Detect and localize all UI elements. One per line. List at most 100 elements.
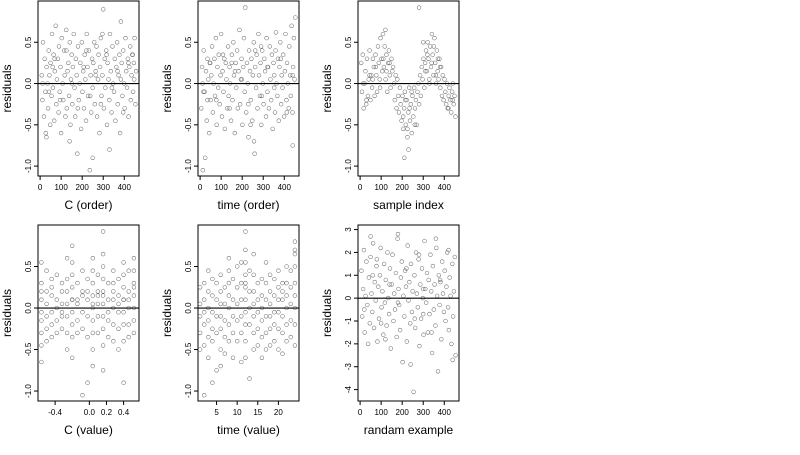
data-point	[436, 273, 441, 278]
data-point	[243, 5, 248, 10]
data-point	[409, 89, 414, 94]
data-point	[435, 69, 440, 74]
data-point	[232, 130, 237, 136]
data-point	[387, 266, 393, 271]
data-point	[100, 314, 106, 319]
data-point	[449, 341, 454, 347]
data-point	[440, 259, 445, 264]
data-point	[92, 40, 97, 45]
data-point	[360, 286, 366, 292]
data-point	[105, 60, 110, 66]
data-point	[432, 282, 437, 287]
data-points	[39, 7, 139, 173]
data-point	[452, 254, 457, 260]
data-point	[363, 69, 368, 74]
data-point	[273, 30, 279, 35]
y-tick-label: 0.0	[24, 302, 33, 314]
x-axis: 0 100 200 300 400	[358, 401, 452, 417]
data-point	[220, 52, 226, 57]
data-point	[402, 89, 408, 94]
data-point	[44, 301, 49, 307]
data-point	[86, 48, 92, 53]
data-point	[95, 301, 101, 307]
data-point	[224, 77, 229, 82]
data-point	[84, 31, 89, 37]
data-point	[276, 326, 281, 331]
data-point	[424, 300, 429, 305]
data-point	[434, 293, 440, 299]
data-point	[116, 301, 121, 307]
data-point	[404, 266, 409, 271]
data-point	[64, 276, 70, 282]
data-point	[416, 5, 422, 10]
data-point	[413, 250, 419, 255]
x-axis-title: C (order)	[64, 198, 112, 212]
data-point	[408, 102, 413, 107]
data-point	[111, 89, 117, 94]
data-point	[218, 73, 223, 78]
data-point	[259, 334, 265, 340]
data-point	[214, 97, 219, 103]
data-point	[365, 93, 371, 99]
data-point	[267, 44, 272, 49]
data-point	[276, 268, 281, 273]
data-point	[384, 69, 389, 74]
data-point	[417, 102, 422, 107]
data-point	[418, 316, 424, 321]
data-point	[251, 251, 256, 257]
data-point	[247, 322, 252, 327]
x-tick-label: 100	[214, 183, 228, 192]
data-point	[75, 330, 80, 336]
data-point	[401, 126, 406, 132]
data-point	[400, 93, 405, 99]
data-point	[288, 301, 293, 307]
data-point	[389, 282, 394, 287]
x-tick-label: 400	[438, 408, 452, 417]
data-point	[390, 252, 395, 257]
data-point	[284, 60, 290, 66]
data-point	[384, 323, 389, 328]
data-point	[243, 247, 248, 253]
data-point	[227, 64, 232, 70]
data-point	[261, 102, 266, 107]
data-point	[383, 27, 388, 33]
data-point	[263, 314, 269, 319]
data-point	[39, 289, 44, 294]
data-point	[393, 73, 398, 78]
y-tick-label: -1.0	[24, 384, 33, 398]
data-point	[389, 56, 394, 61]
data-point	[100, 343, 106, 348]
data-point	[80, 293, 85, 298]
data-point	[125, 56, 130, 61]
data-point	[222, 126, 228, 132]
data-point	[244, 110, 249, 115]
data-point	[218, 347, 223, 352]
chart-panel-2: 0 100 200 300 400 -1.0 -0.5 0.0 0.5 time (order) r…	[160, 0, 300, 212]
data-point	[438, 85, 443, 90]
data-point	[75, 44, 81, 49]
data-point	[90, 318, 95, 323]
data-point	[374, 257, 380, 262]
data-point	[131, 280, 137, 286]
data-point	[55, 56, 60, 61]
data-point	[288, 318, 293, 323]
data-point	[229, 60, 234, 66]
data-point	[288, 334, 293, 340]
data-point	[291, 35, 297, 41]
data-point	[370, 77, 375, 82]
data-point	[83, 77, 88, 82]
data-point	[382, 300, 388, 305]
data-point	[98, 35, 104, 41]
plot-frame	[357, 224, 460, 402]
data-point	[278, 56, 283, 61]
data-point	[450, 357, 455, 363]
data-point	[206, 289, 211, 294]
data-point	[250, 73, 256, 78]
data-point	[366, 275, 372, 280]
data-point	[255, 106, 260, 111]
data-point	[197, 314, 203, 319]
data-point	[443, 89, 448, 94]
data-point	[412, 106, 418, 111]
data-point	[251, 289, 256, 294]
data-point	[253, 85, 259, 90]
